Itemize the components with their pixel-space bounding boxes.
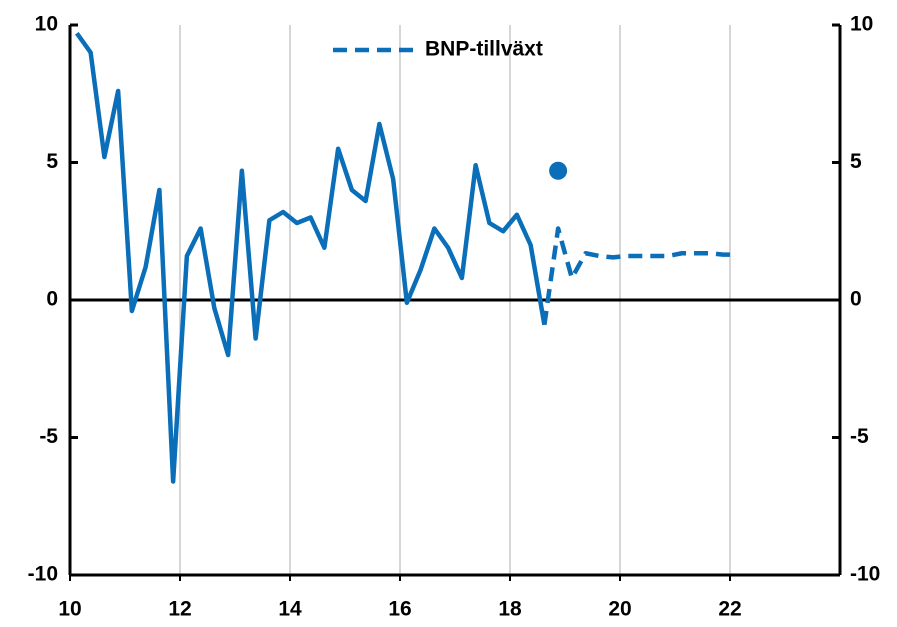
y2-tick-label: 10 — [850, 13, 873, 36]
legend-label: BNP-tillväxt — [425, 38, 543, 61]
y-tick-label: 5 — [46, 150, 58, 173]
x-tick-label: 16 — [388, 598, 411, 621]
x-tick-label: 20 — [608, 598, 631, 621]
y-tick-label: -5 — [39, 425, 58, 448]
data-line — [542, 226, 737, 326]
y2-tick-label: -10 — [850, 563, 880, 586]
y-tick-label: -10 — [28, 563, 58, 586]
x-tick-label: 18 — [498, 598, 522, 621]
x-tick-label: 10 — [58, 598, 81, 621]
y-tick-label: 10 — [35, 13, 58, 36]
x-tick-label: 22 — [718, 598, 741, 621]
marker — [549, 161, 568, 180]
data-line — [75, 31, 547, 484]
y2-tick-label: 0 — [850, 288, 862, 311]
y-tick-label: 0 — [46, 288, 58, 311]
y2-tick-label: -5 — [850, 425, 869, 448]
x-tick-label: 14 — [278, 598, 302, 621]
x-tick-label: 12 — [168, 598, 191, 621]
y2-tick-label: 5 — [850, 150, 862, 173]
